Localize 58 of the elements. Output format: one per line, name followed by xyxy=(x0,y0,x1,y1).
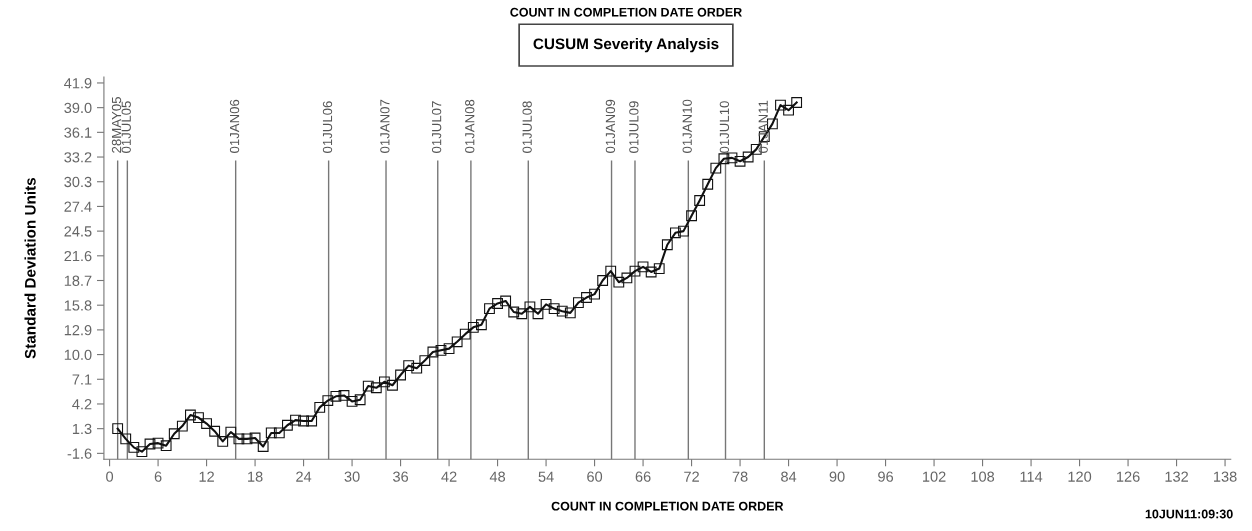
x-tick-label: 114 xyxy=(1020,471,1043,482)
ref-line-label: 01JUL08 xyxy=(522,101,532,153)
x-tick-label: 54 xyxy=(538,471,554,482)
y-tick-label: 36.1 xyxy=(64,127,92,138)
x-tick-label: 24 xyxy=(296,471,312,482)
y-tick-label: 1.3 xyxy=(72,423,92,435)
ref-line-label: 01JAN10 xyxy=(682,99,692,153)
y-tick-label: 10.0 xyxy=(64,349,92,361)
y-tick-label: 15.8 xyxy=(64,300,92,311)
ref-line-label: 01JUL05 xyxy=(121,101,131,153)
text: COUNT IN COMPLETION DATE ORDER xyxy=(510,7,742,17)
y-tick-label: 30.3 xyxy=(64,176,92,188)
x-tick-label: 108 xyxy=(971,471,995,482)
x-axis-title: COUNT IN COMPLETION DATE ORDER xyxy=(551,501,784,511)
x-tick-label: 66 xyxy=(635,471,651,482)
x-tick-label: 84 xyxy=(781,471,797,482)
y-tick-label: 21.6 xyxy=(64,250,92,262)
chart-title: CUSUM Severity Analysis xyxy=(533,38,719,53)
ref-line-label: 01JUL10 xyxy=(719,101,730,153)
y-axis-title: Standard Deviation Units xyxy=(24,177,36,359)
x-tick-label: 36 xyxy=(393,471,409,482)
ref-line-label: 01JUL09 xyxy=(629,101,639,153)
ref-line-label: 01JAN11 xyxy=(758,100,768,153)
x-tick-label: 90 xyxy=(829,471,845,482)
ref-line-label: 01JAN08 xyxy=(465,99,475,153)
y-tick-label: 41.9 xyxy=(64,78,92,89)
ref-line-label: 01JUL06 xyxy=(322,101,333,153)
y-tick-label: 18.7 xyxy=(64,275,92,286)
y-tick-label: 12.9 xyxy=(64,324,92,336)
x-tick-label: 18 xyxy=(248,471,263,482)
x-tick-label: 132 xyxy=(1165,471,1188,482)
ref-line-label: 01JAN09 xyxy=(605,99,616,153)
y-tick-label: 27.4 xyxy=(64,201,92,212)
ref-line-label: 01JAN07 xyxy=(380,99,390,153)
x-tick-label: 30 xyxy=(344,471,360,482)
y-tick-label: 4.2 xyxy=(72,399,92,410)
x-tick-label: 96 xyxy=(878,471,894,482)
x-tick-label: 102 xyxy=(923,471,946,482)
x-tick-label: 126 xyxy=(1117,471,1140,482)
x-tick-label: 0 xyxy=(106,471,114,482)
y-tick-label: -1.6 xyxy=(67,448,92,459)
x-tick-label: 120 xyxy=(1068,471,1092,482)
ref-line-label: 01JUL07 xyxy=(431,101,442,153)
y-tick-label: 33.2 xyxy=(64,152,92,163)
y-tick-label: 7.1 xyxy=(72,374,92,385)
text: 10JUN11:09:30 xyxy=(1145,509,1233,519)
x-tick-label: 138 xyxy=(1214,471,1237,482)
x-tick-label: 12 xyxy=(199,471,214,482)
x-tick-label: 72 xyxy=(684,471,699,482)
x-tick-label: 48 xyxy=(489,471,506,482)
y-tick-label: 24.5 xyxy=(64,226,92,237)
ref-line-label: 01JAN06 xyxy=(229,99,240,153)
ref-line-label: 28MAY05 xyxy=(111,97,122,153)
x-tick-label: 42 xyxy=(441,471,457,482)
x-tick-label: 78 xyxy=(732,471,748,482)
y-tick-label: 39.0 xyxy=(64,102,92,114)
x-tick-label: 6 xyxy=(154,471,162,482)
x-tick-label: 60 xyxy=(587,471,603,482)
